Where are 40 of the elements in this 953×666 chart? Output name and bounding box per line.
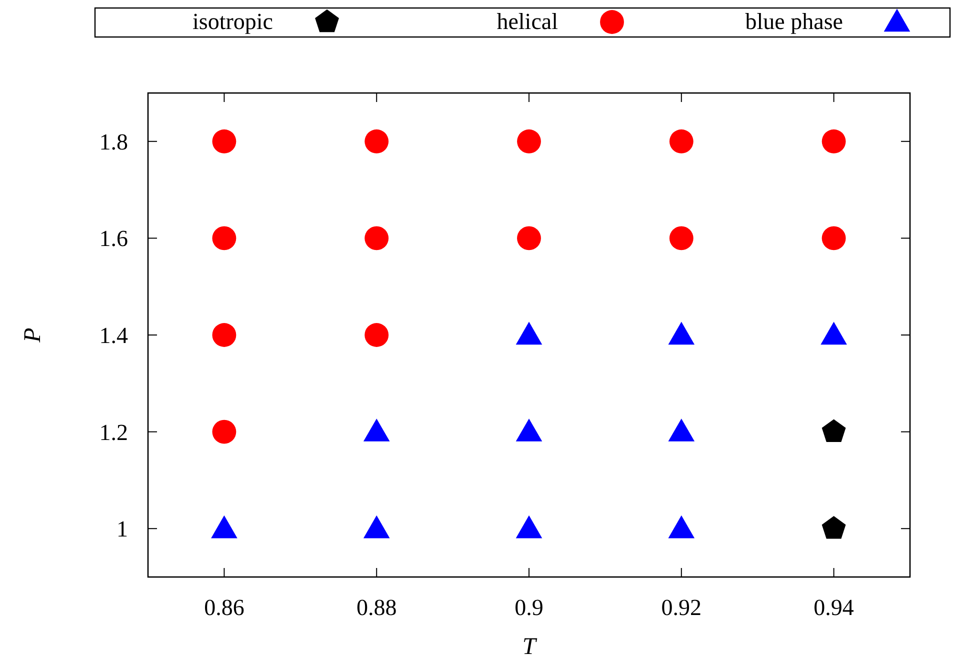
y-tick-label: 1 (116, 516, 128, 542)
y-tick-label: 1.6 (99, 226, 128, 252)
point (212, 129, 236, 154)
y-tick-label: 1.8 (99, 129, 128, 154)
point (668, 418, 695, 442)
point (212, 226, 236, 250)
x-tick-label: 0.9 (514, 595, 544, 620)
y-tick-label: 1.2 (99, 420, 128, 445)
point (212, 420, 236, 444)
point (516, 515, 542, 538)
x-tick-label: 0.94 (814, 595, 854, 620)
point (516, 322, 542, 345)
point (517, 129, 541, 154)
point (668, 515, 695, 538)
point (364, 323, 389, 347)
point (822, 226, 846, 250)
point (516, 418, 542, 442)
x-tick-label: 0.88 (356, 595, 397, 620)
x-tick-label: 0.86 (204, 595, 244, 620)
point (822, 419, 846, 442)
point (363, 418, 390, 442)
point (363, 515, 390, 538)
point (364, 226, 389, 250)
legend-label: blue phase (745, 9, 843, 34)
point (822, 516, 846, 539)
x-tick-label: 0.92 (661, 595, 702, 620)
point (822, 129, 846, 154)
point (364, 129, 389, 154)
legend-label: isotropic (192, 9, 273, 34)
point (669, 129, 694, 154)
point (211, 515, 238, 538)
y-tick-label: 1.4 (99, 323, 128, 348)
point (212, 323, 236, 347)
point (668, 322, 695, 345)
legend-label: helical (496, 9, 558, 34)
y-axis-title: P (20, 327, 46, 344)
x-axis-title: T (522, 634, 538, 660)
point (517, 226, 541, 250)
point (669, 226, 694, 250)
point (820, 322, 847, 345)
